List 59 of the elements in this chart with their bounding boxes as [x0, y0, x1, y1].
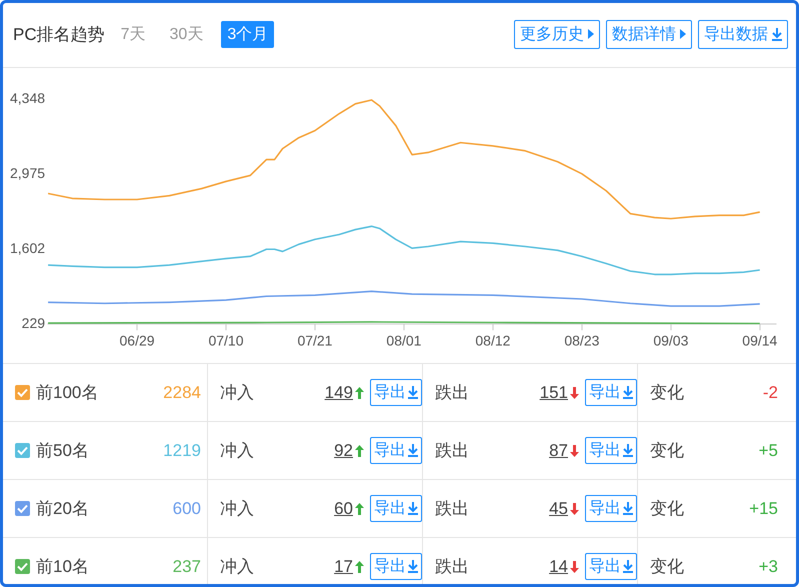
text: 149 [324, 382, 353, 402]
text: 3个月 [221, 20, 274, 48]
legend-label: 前100名 [36, 382, 98, 404]
text: +15 [749, 498, 778, 518]
x-tick-label: 07/21 [297, 332, 333, 348]
text: 导出 [374, 498, 406, 519]
text: 92 [334, 440, 353, 460]
text: 跌出 [435, 382, 469, 404]
text: 30天 [168, 24, 204, 44]
text: 变化 [650, 498, 684, 520]
text: 237 [172, 556, 201, 576]
x-tick-label: 06/29 [119, 332, 155, 348]
x-tick-label: 08/23 [564, 332, 600, 348]
legend-label: 前20名 [36, 498, 89, 520]
text: 导出 [589, 498, 621, 519]
text: 变化 [650, 556, 684, 578]
x-tick-label: 09/03 [653, 332, 689, 348]
text: -2 [762, 382, 778, 402]
text: +5 [758, 440, 778, 460]
text: 1219 [163, 440, 201, 460]
text: 跌出 [435, 498, 469, 520]
text: 导出 [374, 556, 406, 577]
text: 60 [334, 498, 353, 518]
text: 45 [549, 498, 568, 518]
text: 导出 [589, 440, 621, 461]
text: 600 [172, 498, 201, 518]
text: 变化 [650, 440, 684, 462]
text: 更多历史 [520, 24, 584, 44]
text: 7天 [120, 24, 147, 44]
text: 导出 [589, 382, 621, 403]
x-tick-label: 09/14 [742, 332, 778, 348]
text: 导出数据 [704, 24, 768, 44]
text: 跌出 [435, 556, 469, 578]
y-tick-label: 229 [22, 315, 46, 332]
text: 冲入 [220, 498, 254, 520]
text: 冲入 [220, 556, 254, 578]
text: 导出 [374, 382, 406, 403]
text: 87 [549, 440, 568, 460]
text: 导出 [589, 556, 621, 577]
y-tick-label: 4,348 [10, 90, 46, 106]
text: 变化 [650, 382, 684, 404]
y-tick-label: 1,602 [10, 240, 46, 256]
text: 冲入 [220, 440, 254, 462]
text: 跌出 [435, 440, 469, 462]
text: 17 [334, 556, 353, 576]
text: 导出 [374, 440, 406, 461]
x-tick-label: 08/12 [475, 332, 511, 348]
chart-title: PC排名趋势 [13, 24, 105, 46]
y-tick-label: 2,975 [10, 164, 46, 181]
text: +3 [758, 556, 778, 576]
x-tick-label: 07/10 [208, 332, 244, 348]
text: 冲入 [220, 382, 254, 404]
text: 2284 [163, 382, 201, 402]
text: 14 [549, 556, 568, 576]
x-tick-label: 08/01 [386, 332, 422, 348]
legend-label: 前10名 [36, 556, 89, 578]
text: 151 [540, 382, 568, 402]
legend-label: 前50名 [36, 440, 89, 462]
text: 数据详情 [612, 24, 676, 44]
